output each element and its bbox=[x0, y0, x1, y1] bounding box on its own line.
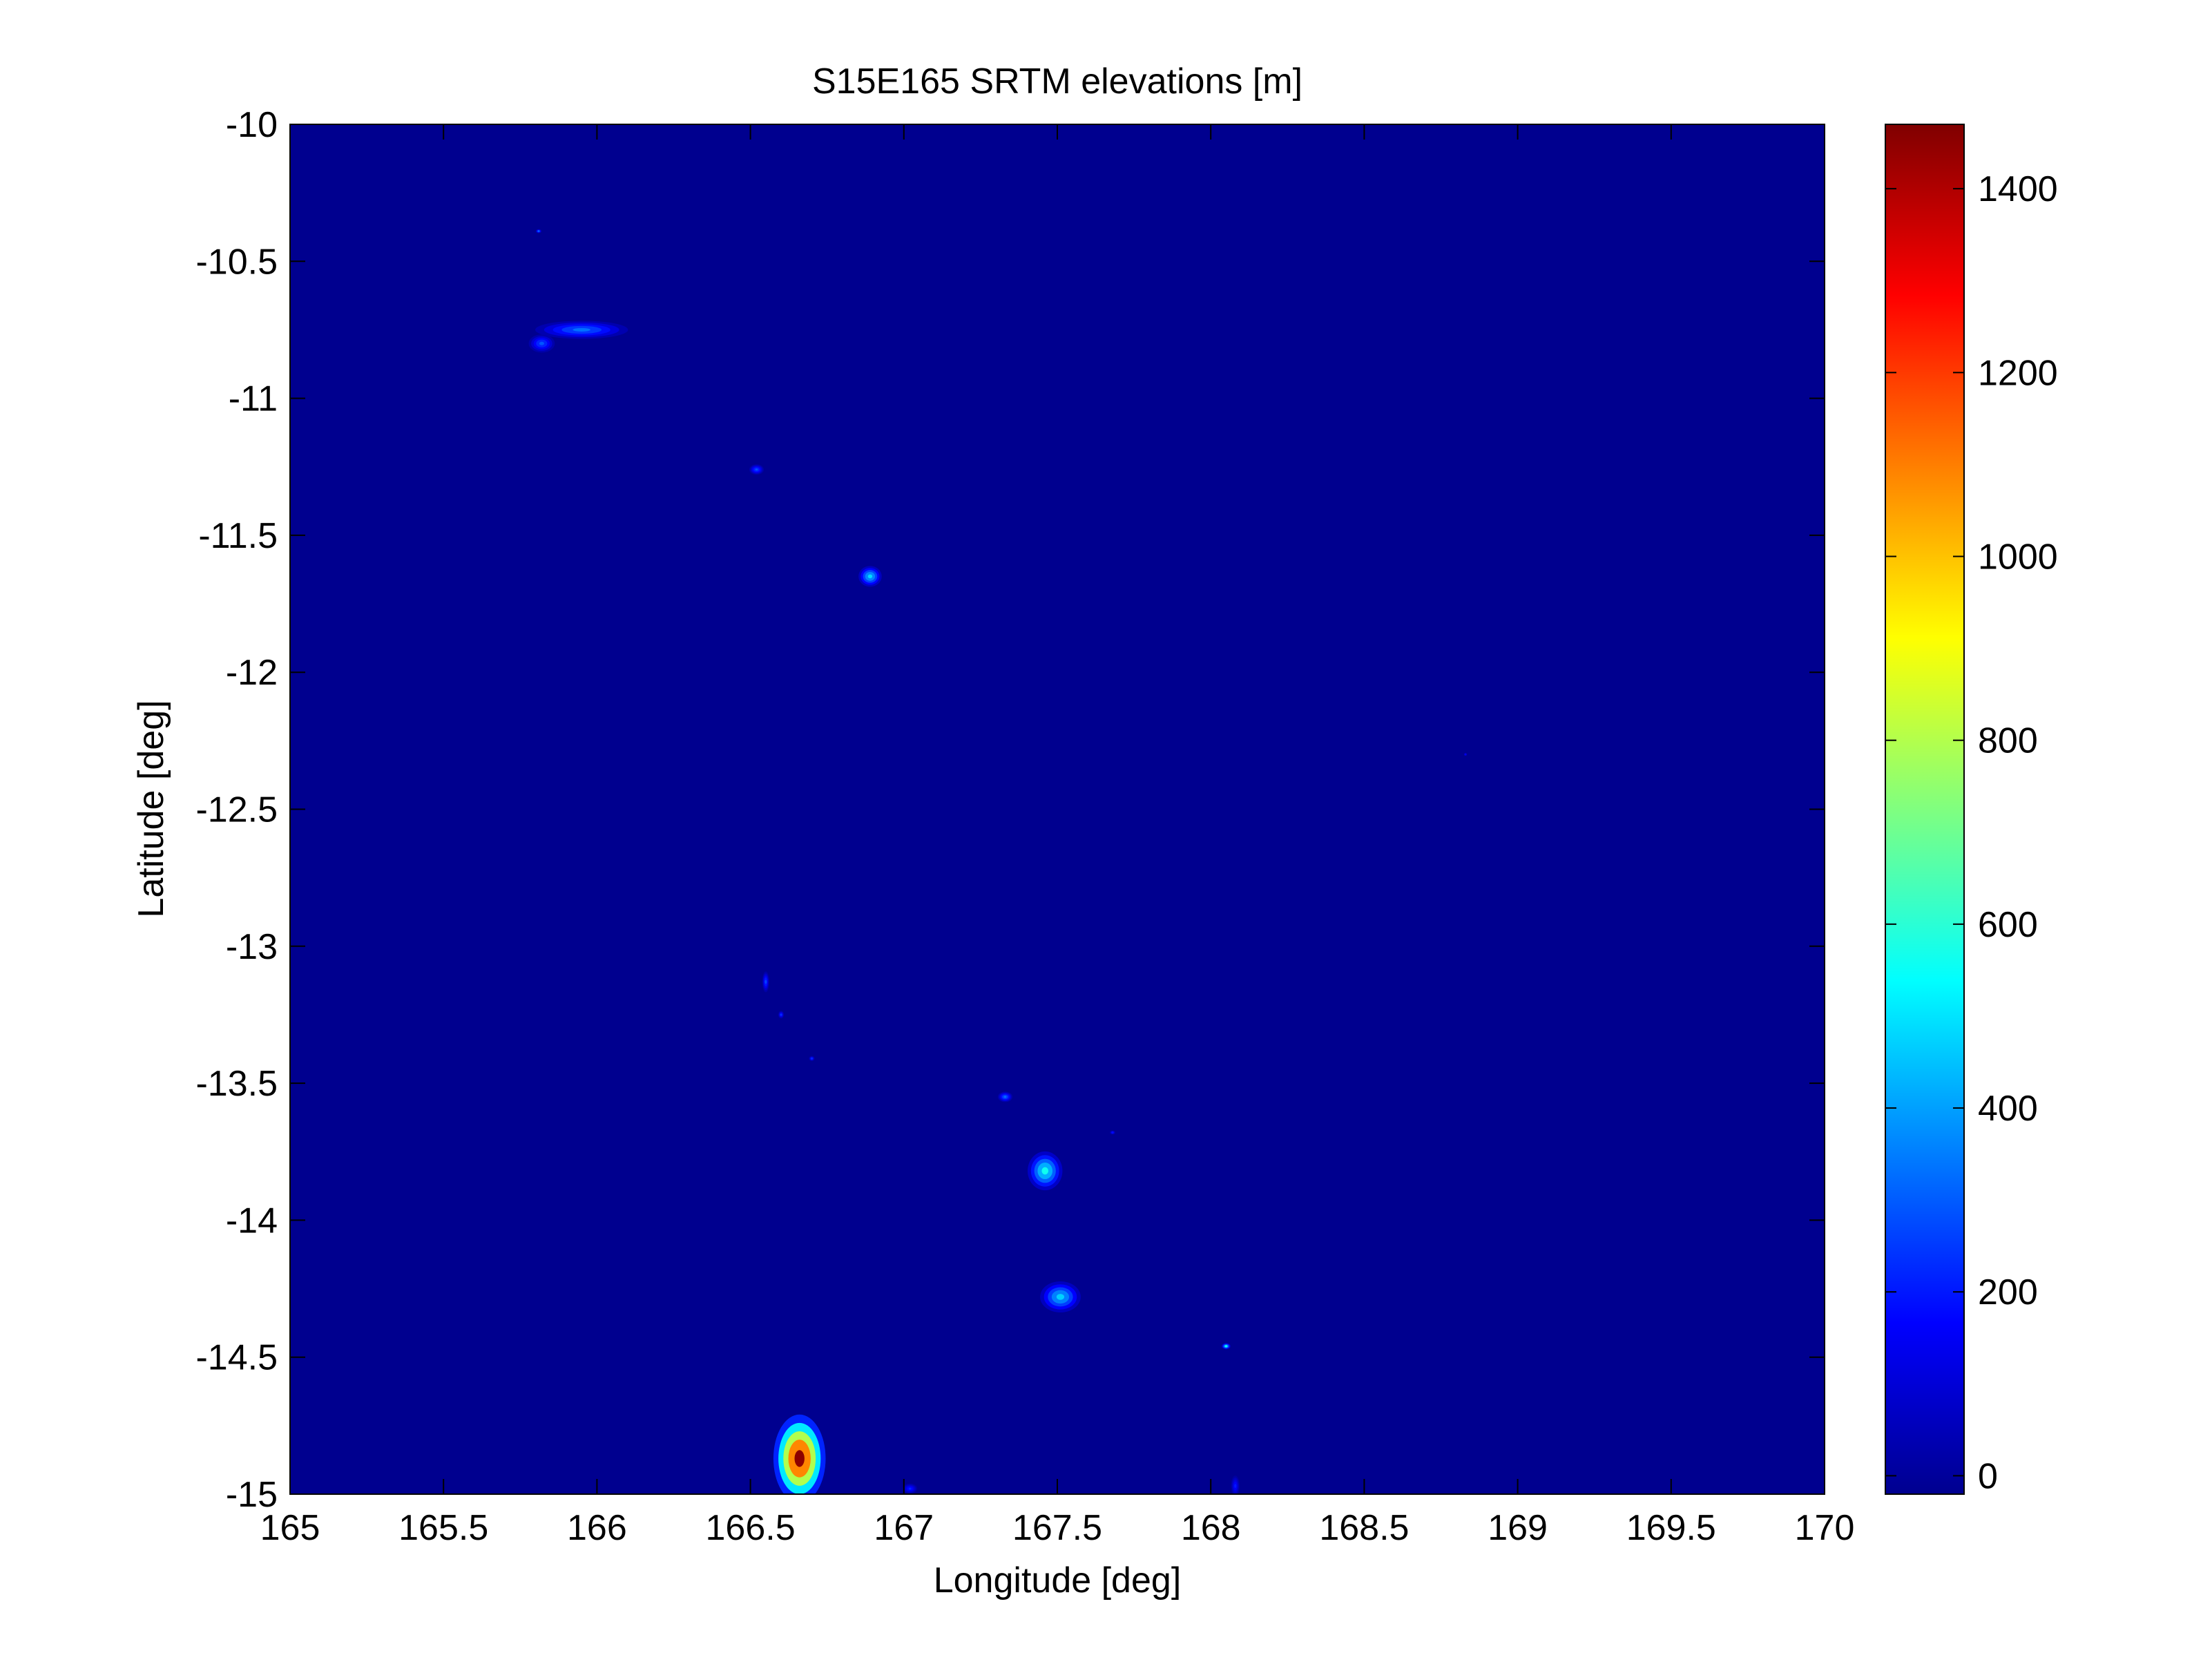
island-feature bbox=[903, 1483, 918, 1494]
y-tick-label: -12 bbox=[226, 653, 278, 693]
colorbar-tick-label: 200 bbox=[1978, 1272, 2038, 1312]
island-feature bbox=[535, 229, 542, 233]
elevation-contour bbox=[755, 468, 758, 471]
island-feature bbox=[858, 566, 882, 587]
elevation-features bbox=[528, 229, 1468, 1494]
chart-title: S15E165 SRTM elevations [m] bbox=[812, 61, 1302, 102]
plot-frame bbox=[289, 124, 1825, 1495]
y-tick-label: -11 bbox=[229, 379, 278, 419]
y-tick-label: -15 bbox=[226, 1475, 278, 1515]
elevation-contour bbox=[1111, 1131, 1114, 1134]
x-tick-label: 167 bbox=[874, 1508, 934, 1548]
y-tick-label: -10.5 bbox=[195, 242, 278, 282]
colorbar-tick-label: 600 bbox=[1978, 905, 2038, 945]
elevation-contour bbox=[867, 574, 873, 579]
island-feature bbox=[1222, 1343, 1231, 1350]
y-tick-label: -13 bbox=[226, 927, 278, 967]
elevation-contour bbox=[794, 1450, 805, 1467]
y-tick-label: -13.5 bbox=[195, 1064, 278, 1104]
y-tick-label: -14 bbox=[226, 1201, 278, 1241]
colorbar-tick-label: 1400 bbox=[1978, 169, 2058, 209]
y-tick-label: -14.5 bbox=[195, 1338, 278, 1378]
x-tick-label: 168.5 bbox=[1319, 1508, 1409, 1548]
elevation-contour bbox=[1056, 1294, 1065, 1300]
island-feature bbox=[749, 464, 764, 475]
island-feature bbox=[778, 1011, 785, 1019]
island-feature bbox=[762, 971, 769, 993]
elevation-contour bbox=[537, 230, 540, 233]
y-tick-label: -12.5 bbox=[195, 790, 278, 830]
x-tick-label: 166.5 bbox=[706, 1508, 796, 1548]
island-feature bbox=[809, 1056, 815, 1062]
colorbar bbox=[1885, 124, 1964, 1494]
y-tick-label: -11.5 bbox=[198, 516, 278, 556]
elevation-contour bbox=[539, 341, 545, 345]
x-tick-label: 165 bbox=[260, 1508, 320, 1548]
colorbar-tick-label: 1000 bbox=[1978, 537, 2058, 577]
elevation-contour bbox=[1041, 1167, 1049, 1175]
island-feature bbox=[535, 321, 628, 339]
y-tick-label: -10 bbox=[226, 105, 278, 145]
elevation-contour bbox=[1003, 1096, 1007, 1098]
colorbar-tick-label: 1200 bbox=[1978, 353, 2058, 393]
elevation-contour bbox=[908, 1487, 912, 1490]
elevation-contour bbox=[1234, 1484, 1237, 1488]
colorbar-frame bbox=[1885, 124, 1965, 1495]
x-axis: 165 165.5 166 166.5 167 167.5 168 168.5 169 169.5… bbox=[260, 124, 1855, 1548]
y-axis: -10 -10.5 -11 -11.5 -12 -12.5 -13 -13.5 -14 -14.5… bbox=[195, 105, 1825, 1515]
elevation-contour bbox=[780, 1013, 782, 1016]
island-feature bbox=[1463, 752, 1468, 756]
island-feature bbox=[1231, 1475, 1240, 1494]
y-axis-label: Latitude [deg] bbox=[131, 700, 171, 917]
island-feature bbox=[773, 1414, 826, 1494]
elevation-contour bbox=[1224, 1345, 1227, 1348]
colorbar-tick-label: 800 bbox=[1978, 721, 2038, 761]
elevation-contour bbox=[764, 980, 767, 984]
island-feature bbox=[1109, 1130, 1116, 1135]
x-tick-label: 165.5 bbox=[398, 1508, 488, 1548]
colorbar-ticks: 0 200 400 600 800 1000 1200 1400 bbox=[1885, 169, 2058, 1496]
x-tick-label: 168 bbox=[1181, 1508, 1241, 1548]
elevation-contour bbox=[1464, 753, 1467, 756]
x-tick-label: 169.5 bbox=[1626, 1508, 1716, 1548]
island-feature bbox=[997, 1091, 1012, 1102]
elevation-contour bbox=[573, 327, 590, 332]
island-feature bbox=[1028, 1151, 1063, 1191]
island-feature bbox=[1040, 1281, 1081, 1312]
colorbar-tick-label: 0 bbox=[1978, 1456, 1998, 1496]
island-feature bbox=[528, 334, 555, 353]
x-tick-label: 169 bbox=[1488, 1508, 1548, 1548]
colorbar-tick-label: 400 bbox=[1978, 1089, 2038, 1129]
elevation-heatmap bbox=[290, 124, 1825, 1494]
x-axis-label: Longitude [deg] bbox=[934, 1560, 1182, 1601]
elevation-contour bbox=[810, 1057, 813, 1060]
x-tick-label: 167.5 bbox=[1012, 1508, 1102, 1548]
x-tick-label: 170 bbox=[1795, 1508, 1855, 1548]
x-tick-label: 166 bbox=[567, 1508, 627, 1548]
